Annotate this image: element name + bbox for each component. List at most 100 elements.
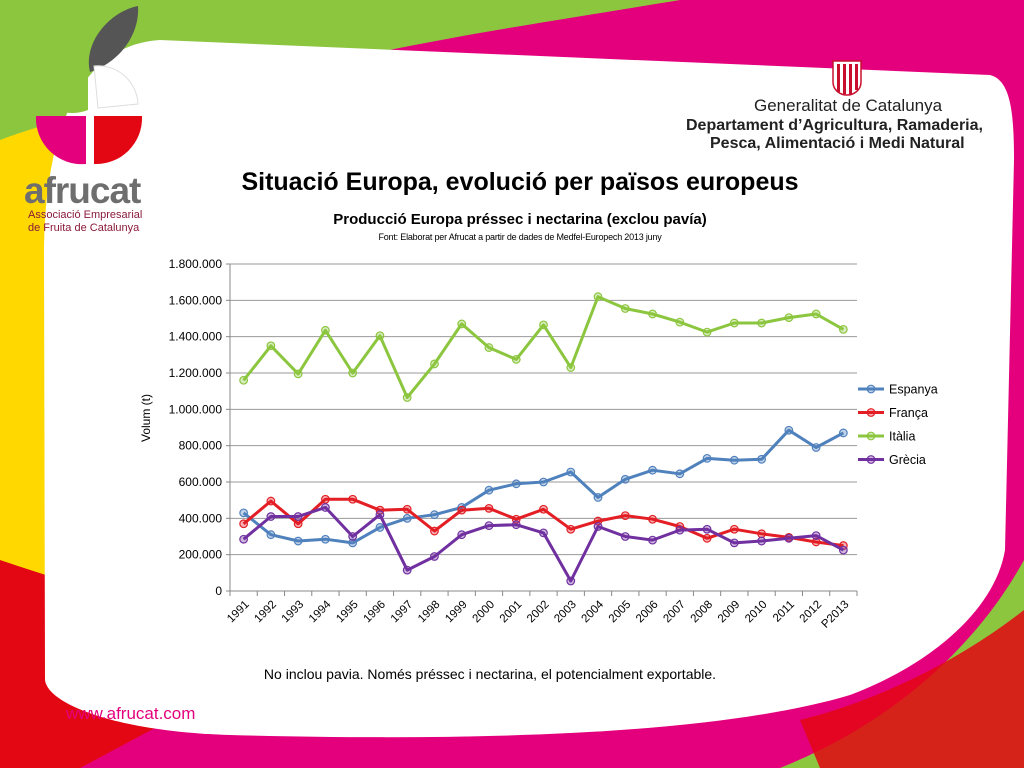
legend: Espanya França Itàlia Grècia [858, 383, 938, 467]
data-point [566, 363, 576, 372]
data-point [811, 531, 821, 540]
logo-subtitle-line1: Associació Empresarial [28, 209, 143, 221]
x-tick-label: 2001 [498, 599, 525, 626]
data-point [348, 368, 358, 378]
data-point [539, 477, 548, 487]
legend-swatch-marker [866, 384, 876, 394]
data-point [539, 528, 548, 538]
y-tick-label: 1.600.000 [169, 293, 223, 307]
data-point [675, 317, 685, 327]
data-point [648, 465, 657, 475]
x-tick-label: 2006 [634, 599, 661, 626]
data-point [729, 318, 739, 328]
data-point [729, 455, 739, 465]
x-tick-label: 2002 [525, 599, 552, 626]
data-point [811, 443, 821, 452]
x-tick-label: 2011 [771, 599, 797, 625]
x-tick-label: 1996 [361, 599, 388, 626]
data-point [321, 494, 330, 504]
y-tick-label: 1.200.000 [169, 366, 223, 380]
x-tick-label: 1991 [225, 599, 252, 626]
data-point [402, 565, 412, 575]
x-tick-label: 1992 [252, 599, 279, 626]
data-point [402, 513, 412, 523]
y-tick-label: 400.000 [179, 511, 223, 525]
data-point [266, 512, 276, 521]
axes: 0 200.000 400.000 600.000 800.000 1.000.000 1.… [169, 257, 858, 631]
data-point [757, 318, 766, 328]
data-point [702, 524, 712, 534]
data-point [266, 496, 276, 506]
y-tick-label: 1.400.000 [169, 330, 223, 344]
logo-subtitle-line2: de Fruita de Catalunya [28, 222, 140, 234]
data-point [838, 325, 848, 334]
red-band-bottom-right [800, 610, 1024, 768]
data-point [757, 529, 766, 539]
website-link[interactable]: www.afrucat.com [66, 704, 196, 723]
data-point [593, 493, 603, 502]
data-point [675, 525, 685, 535]
data-point [648, 535, 657, 545]
data-point [293, 369, 303, 379]
data-point [430, 552, 439, 561]
afrucat-logo-graphic [35, 6, 143, 165]
data-point [375, 523, 385, 532]
data-point [293, 512, 303, 521]
data-point [511, 479, 521, 489]
y-axis-label: Volum (t) [139, 394, 153, 442]
department-line2: Pesca, Alimentació i Medi Natural [710, 135, 965, 152]
data-point [702, 533, 712, 543]
data-point [757, 536, 766, 546]
series-line-4 [242, 505, 845, 583]
data-point [430, 359, 439, 369]
data-point [539, 504, 548, 514]
legend-entry: Espanya [889, 383, 938, 397]
x-tick-label: 1995 [334, 599, 361, 626]
senyera-emblem-icon [832, 60, 862, 96]
y-tick-label: 800.000 [179, 439, 223, 453]
logo-red-petal [94, 116, 143, 165]
x-tick-label: 2010 [743, 599, 770, 626]
data-point [321, 534, 330, 544]
data-point [402, 504, 412, 514]
series-line-3 [242, 295, 845, 399]
x-tick-label: 1999 [443, 599, 470, 626]
data-point [239, 375, 249, 385]
data-point [838, 428, 848, 438]
slide-title: Situació Europa, evolució per països eur… [241, 168, 799, 196]
legend-entry: França [889, 406, 928, 420]
data-point [702, 327, 712, 337]
data-point [293, 519, 303, 529]
legend-entry: Grècia [889, 453, 926, 467]
data-point [648, 514, 657, 524]
data-point [457, 530, 467, 540]
x-tick-label: 1998 [416, 599, 443, 626]
data-point [620, 474, 630, 484]
series-line-2 [242, 497, 844, 548]
data-point [702, 453, 712, 463]
legend-swatch-marker [866, 431, 876, 441]
data-point [593, 522, 603, 531]
data-point [566, 467, 576, 477]
y-tick-label: 1.800.000 [169, 257, 223, 271]
data-point [457, 505, 467, 515]
logo-white-petal [93, 65, 139, 109]
y-tick-label: 200.000 [179, 548, 223, 562]
data-point [620, 304, 630, 313]
data-point [348, 532, 358, 541]
data-point [375, 510, 385, 520]
data-point [484, 343, 494, 352]
series-line-1 [242, 428, 845, 545]
data-point [239, 508, 249, 518]
data-point [566, 524, 576, 534]
x-tick-label: 2005 [607, 599, 634, 626]
chart-subtitle: Font: Elaborat per Afrucat a partir de d… [378, 232, 662, 242]
data-point [729, 538, 739, 548]
data-point [784, 313, 794, 322]
footnote: No inclou pavia. Només préssec i nectari… [263, 666, 717, 682]
data-point [321, 325, 330, 335]
data-point [811, 309, 821, 319]
data-point [484, 485, 494, 495]
